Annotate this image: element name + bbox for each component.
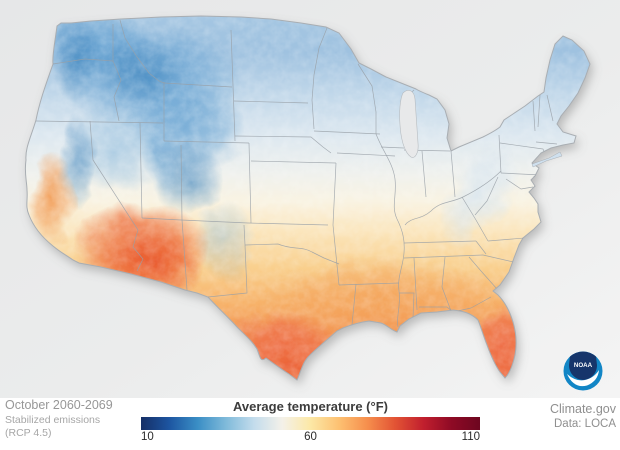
noaa-logo: NOAA [563, 351, 603, 391]
colorbar-ticks: 10 60 110 [141, 431, 480, 445]
state-borders [35, 19, 558, 328]
credits: Climate.gov Data: LOCA [550, 401, 616, 432]
noaa-logo-shield [569, 351, 597, 380]
scenario-label: Stabilized emissions [5, 413, 101, 426]
climate-gov-credit: Climate.gov [550, 402, 616, 416]
rcp-label: (RCP 4.5) [5, 426, 52, 439]
long-island [531, 151, 563, 168]
colorbar [141, 417, 480, 430]
tick-mid: 60 [304, 431, 317, 443]
legend-title: Average temperature (°F) [233, 399, 388, 414]
lake-michigan [399, 90, 419, 158]
noaa-logo-text: NOAA [574, 362, 593, 369]
temperature-legend: Average temperature (°F) 10 60 110 [141, 399, 480, 445]
tick-max: 110 [461, 431, 480, 443]
seagull-icon [567, 370, 599, 387]
data-source-credit: Data: LOCA [554, 418, 616, 431]
us-temperature-map [0, 0, 620, 398]
time-period-label: October 2060-2069 [5, 398, 113, 412]
tick-min: 10 [141, 431, 154, 443]
scenario-info: October 2060-2069 Stabilized emissions (… [5, 398, 113, 440]
